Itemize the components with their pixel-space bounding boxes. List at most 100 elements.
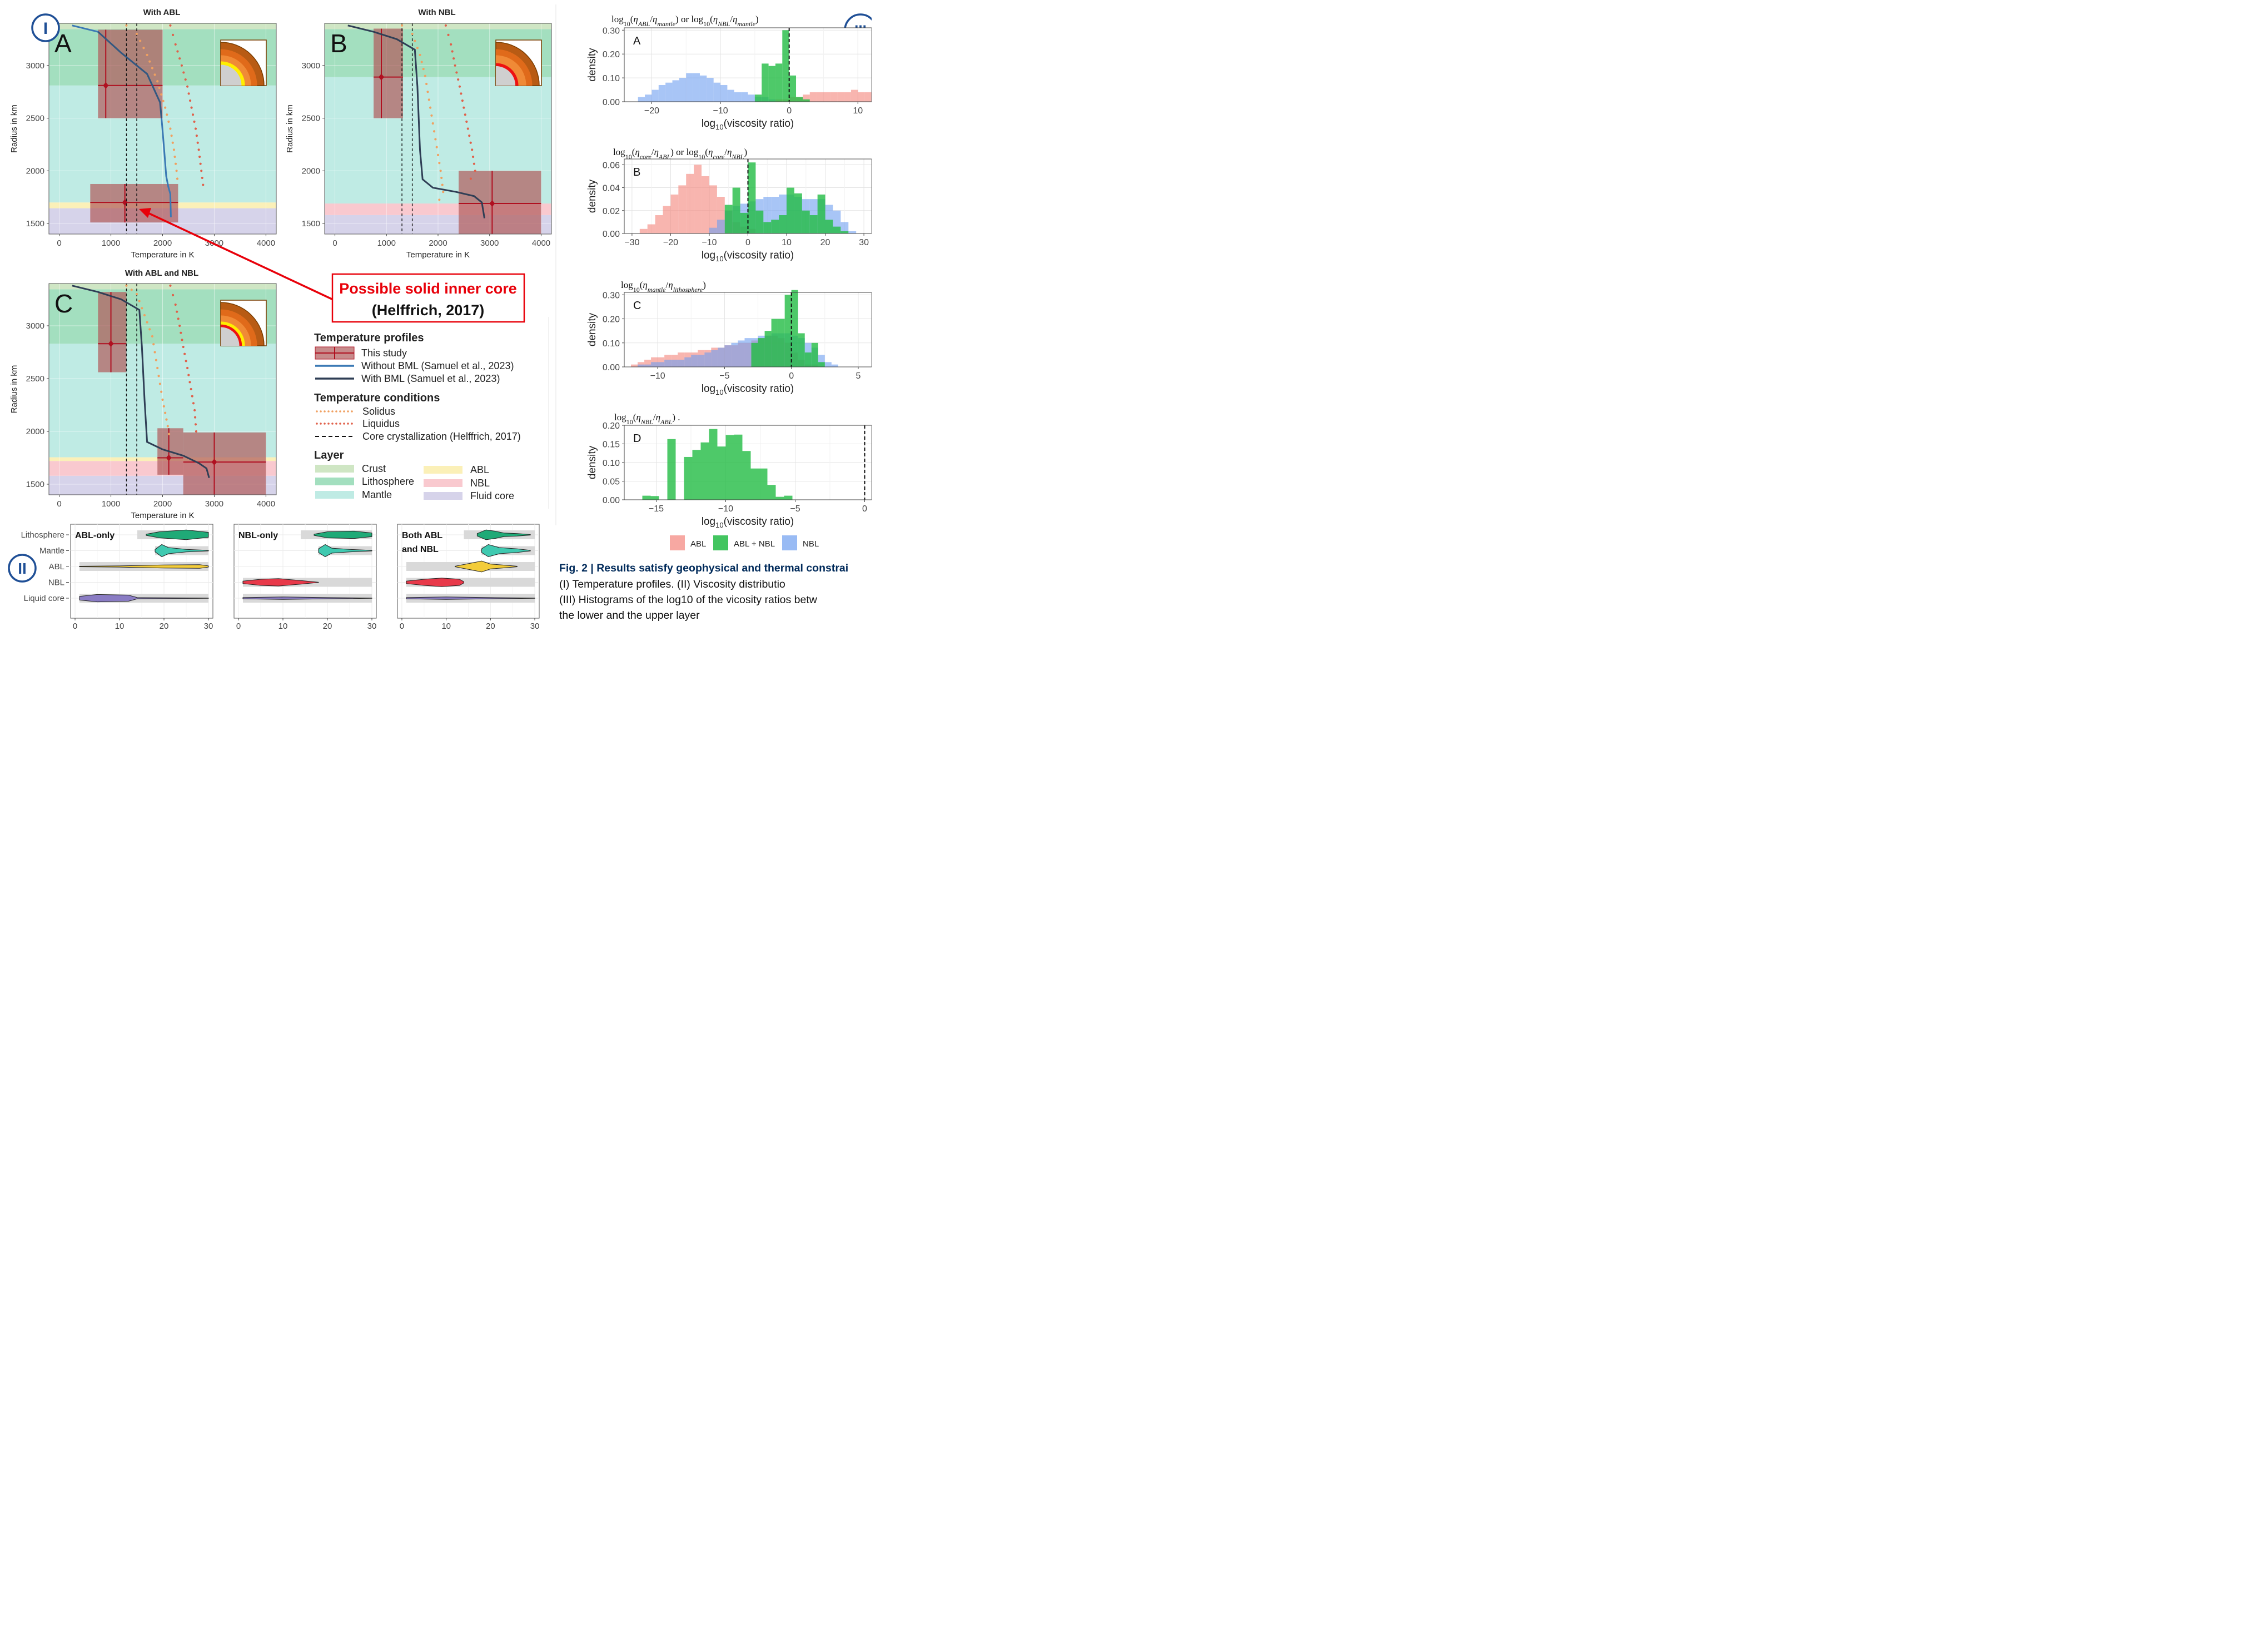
histogram-bar-nbl: [717, 220, 725, 233]
inset-shell: [221, 64, 242, 86]
title-fragment: 10: [624, 20, 630, 28]
x-axis-label: Temperature in K: [131, 511, 194, 520]
liquidus-line-dot: [190, 106, 193, 109]
histogram-bar-nbl: [684, 357, 692, 367]
x-axis-label: Temperature in K: [131, 250, 194, 260]
histogram-bar-ablnbl: [784, 495, 793, 500]
y-tick-label: 2000: [302, 166, 320, 176]
liquidus-line-dot: [197, 148, 200, 151]
title-fragment: (: [640, 280, 643, 290]
histogram-bar-ablnbl: [762, 63, 769, 102]
solidus-line-dot: [146, 53, 148, 56]
title-fragment: log: [621, 280, 633, 290]
legend-key-liquidus-dot: [347, 423, 349, 425]
histogram-bar-abl: [837, 92, 844, 102]
histogram-bar-ablnbl: [751, 342, 758, 367]
x-tick-label: 10: [115, 622, 125, 631]
legend-key-solidus-dot: [327, 410, 330, 413]
histogram-bar-ablnbl: [734, 434, 743, 500]
histogram-bar-ablnbl: [768, 66, 775, 102]
x-tick-label: 30: [204, 622, 213, 631]
solidus-line-dot: [130, 289, 133, 291]
liquidus-line-dot: [447, 33, 450, 36]
solidus-line-dot: [152, 343, 155, 346]
liquidus-line-dot: [196, 141, 199, 144]
histogram-bar-ablnbl: [787, 187, 794, 233]
histogram-bar-nbl: [713, 82, 721, 102]
solidus-line-dot: [440, 176, 443, 180]
category-label: ABL: [49, 562, 64, 571]
liquidus-line-dot: [169, 24, 172, 27]
legend-key-liquidus-dot: [327, 423, 330, 425]
solidus-line-dot: [162, 405, 165, 407]
callout-arrow-head: [139, 208, 151, 218]
figure-canvas: With ABL01000200030004000150020002500300…: [8, 4, 872, 631]
legend-key-solidus-dot: [343, 410, 345, 413]
this-study-box: [183, 432, 266, 495]
legend-key-liquidus-dot: [351, 423, 353, 425]
solidus-line-dot: [155, 359, 157, 361]
title-fragment: η: [713, 14, 718, 24]
histogram-bar-nbl: [709, 227, 717, 233]
x-tick-label: −20: [644, 106, 659, 116]
y-tick-label: 0.06: [603, 161, 620, 170]
liquidus-line-dot: [471, 148, 474, 151]
x-tick-label: −30: [624, 238, 639, 247]
histogram-bar-ablnbl: [794, 193, 802, 233]
title-fragment: ): [703, 280, 706, 290]
solidus-line-dot: [425, 82, 428, 86]
this-study-box: [98, 292, 127, 372]
cross-diamond: [211, 459, 217, 466]
legend-key-liquidus-dot: [335, 423, 337, 425]
category-label: Lithosphere: [21, 530, 64, 540]
x-axis-label-part: 10: [715, 388, 723, 396]
liquidus-line-dot: [450, 43, 452, 46]
histogram-bar-ablnbl: [764, 331, 772, 367]
profile-with-bml: [97, 31, 163, 118]
histogram-bar-abl: [702, 176, 709, 233]
solidus-line-dot: [175, 170, 178, 172]
solidus-line-dot: [419, 53, 421, 56]
uncertainty-box: [90, 183, 178, 223]
solidus-line-dot: [432, 130, 436, 133]
histogram-bar-ablnbl: [796, 97, 803, 102]
histogram-bar-ablnbl: [817, 194, 825, 233]
histogram-bar-nbl: [831, 364, 838, 367]
liquidus-line-dot: [180, 331, 182, 334]
histogram-bar-nbl: [664, 360, 672, 367]
solidus-line-dot: [167, 120, 170, 123]
plot-frame: [624, 27, 872, 102]
title-fragment: 10: [633, 286, 640, 294]
histogram-bar-ablnbl: [840, 231, 849, 233]
title-fragment: (: [632, 147, 635, 157]
this-study-box: [374, 28, 403, 118]
x-tick-label: −10: [718, 504, 733, 514]
liquidus-line-dot: [194, 127, 197, 130]
histogram-bar-abl: [823, 92, 830, 102]
y-tick-label: 0.10: [603, 459, 620, 468]
legend-title: Temperature conditions: [314, 392, 440, 404]
histogram-bar-ablnbl: [802, 210, 810, 233]
violin-panel-2: 0102030Viscosity in log10(Pa.s)NBL-only: [233, 524, 377, 631]
solidus-line-dot: [125, 284, 128, 287]
histogram-bar-nbl: [720, 85, 728, 102]
title-fragment: η: [656, 412, 660, 423]
histogram-bar-abl: [663, 206, 671, 233]
histogram-bar-ablnbl: [791, 290, 798, 367]
histogram-bar-ablnbl: [811, 342, 818, 367]
title-fragment: ) or log: [675, 14, 704, 24]
solidus-line-dot: [166, 425, 169, 428]
histogram-bar-ablnbl: [724, 205, 733, 233]
solidus-line-dot: [411, 32, 414, 36]
legend-label: Mantle: [362, 489, 392, 500]
liquidus-line-dot: [444, 24, 447, 27]
x-tick-label: 10: [441, 622, 451, 631]
y-tick-label: 0.15: [603, 440, 620, 450]
y-tick-label: 1500: [26, 219, 44, 228]
legend-swatch-nbl: [782, 535, 797, 550]
histogram-bar-nbl: [748, 95, 755, 102]
liquidus-line-dot: [472, 162, 476, 165]
liquidus-line-dot: [186, 85, 189, 88]
solidus-line-dot: [416, 47, 419, 49]
histogram-legend: ABL ABL + NBL NBL: [670, 535, 819, 550]
